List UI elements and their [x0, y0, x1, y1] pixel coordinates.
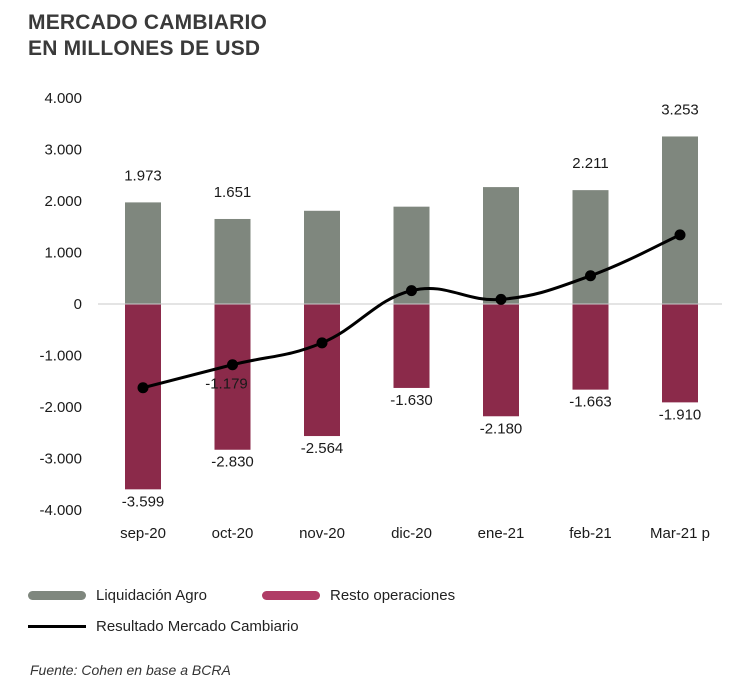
chart-area: 4.000 3.000 2.000 1.000 0 -1.000 -2.000 -3.000 -…	[39, 90, 722, 542]
bar-resto	[214, 304, 251, 450]
x-tick-label: dic-20	[391, 525, 432, 542]
data-label-agro: 2.211	[572, 155, 608, 172]
legend-resto-swatch	[262, 591, 320, 600]
x-tick-label: ene-21	[478, 525, 525, 542]
x-tick-label: feb-21	[569, 525, 612, 542]
x-tick-label: sep-20	[120, 525, 166, 542]
data-label-resto: -1.663	[569, 394, 612, 411]
data-label-resto: -1.910	[659, 406, 702, 423]
legend-resto: Resto operaciones	[262, 587, 455, 604]
legend-line: Resultado Mercado Cambiario	[28, 618, 299, 635]
legend-agro-label: Liquidación Agro	[96, 587, 207, 604]
data-label-resto: -1.630	[390, 392, 433, 409]
y-tick-label: 4.000	[44, 90, 82, 107]
x-tick-label: Mar-21 p	[650, 525, 710, 542]
bar-resto	[304, 304, 340, 437]
data-label-resto: -2.830	[211, 454, 254, 471]
y-tick-label: 0	[74, 296, 82, 313]
bar-resto	[572, 304, 609, 390]
y-tick-label: -3.000	[39, 451, 82, 468]
y-tick-label: -2.000	[39, 399, 82, 416]
x-tick-label: oct-20	[212, 525, 254, 542]
data-label-resto: -2.180	[480, 420, 523, 437]
chart-subtitle: EN MILLONES DE USD	[28, 37, 261, 60]
line-point	[674, 229, 686, 241]
chart-title: MERCADO CAMBIARIO	[28, 11, 268, 34]
bar-agro	[662, 136, 698, 304]
y-tick-label: 2.000	[44, 193, 82, 210]
x-tick-label: nov-20	[299, 525, 345, 542]
line-point	[137, 382, 149, 394]
y-tick-label: 1.000	[44, 245, 82, 262]
y-tick-label: 3.000	[44, 142, 82, 159]
legend-agro-swatch	[28, 591, 86, 600]
bar-agro	[304, 210, 340, 304]
source-note: Fuente: Cohen en base a BCRA	[30, 662, 231, 678]
bar-resto	[483, 304, 519, 417]
bar-resto	[125, 304, 161, 490]
legend-line-swatch	[28, 625, 86, 628]
data-label-line: -1.179	[205, 376, 248, 393]
data-label-agro: 1.651	[214, 184, 252, 201]
bar-resto	[393, 304, 430, 388]
line-point	[495, 293, 507, 305]
line-point	[227, 359, 238, 371]
line-point	[316, 337, 328, 349]
data-label-resto: -3.599	[122, 493, 165, 510]
y-tick-label: -4.000	[39, 502, 82, 519]
data-label-agro: 1.973	[124, 167, 162, 184]
y-tick-label: -1.000	[39, 348, 82, 365]
line-point	[585, 270, 596, 282]
data-label-resto: -2.564	[301, 440, 344, 457]
data-label-agro: 3.253	[661, 101, 699, 118]
bar-agro	[125, 202, 161, 304]
legend-line-label: Resultado Mercado Cambiario	[96, 618, 299, 635]
bar-agro	[483, 187, 519, 304]
bar-agro	[572, 190, 609, 304]
bar-agro	[214, 218, 251, 304]
bar-resto	[662, 304, 698, 403]
legend-resto-label: Resto operaciones	[330, 587, 456, 604]
legend-agro: Liquidación Agro	[28, 587, 207, 604]
line-point	[406, 285, 417, 297]
